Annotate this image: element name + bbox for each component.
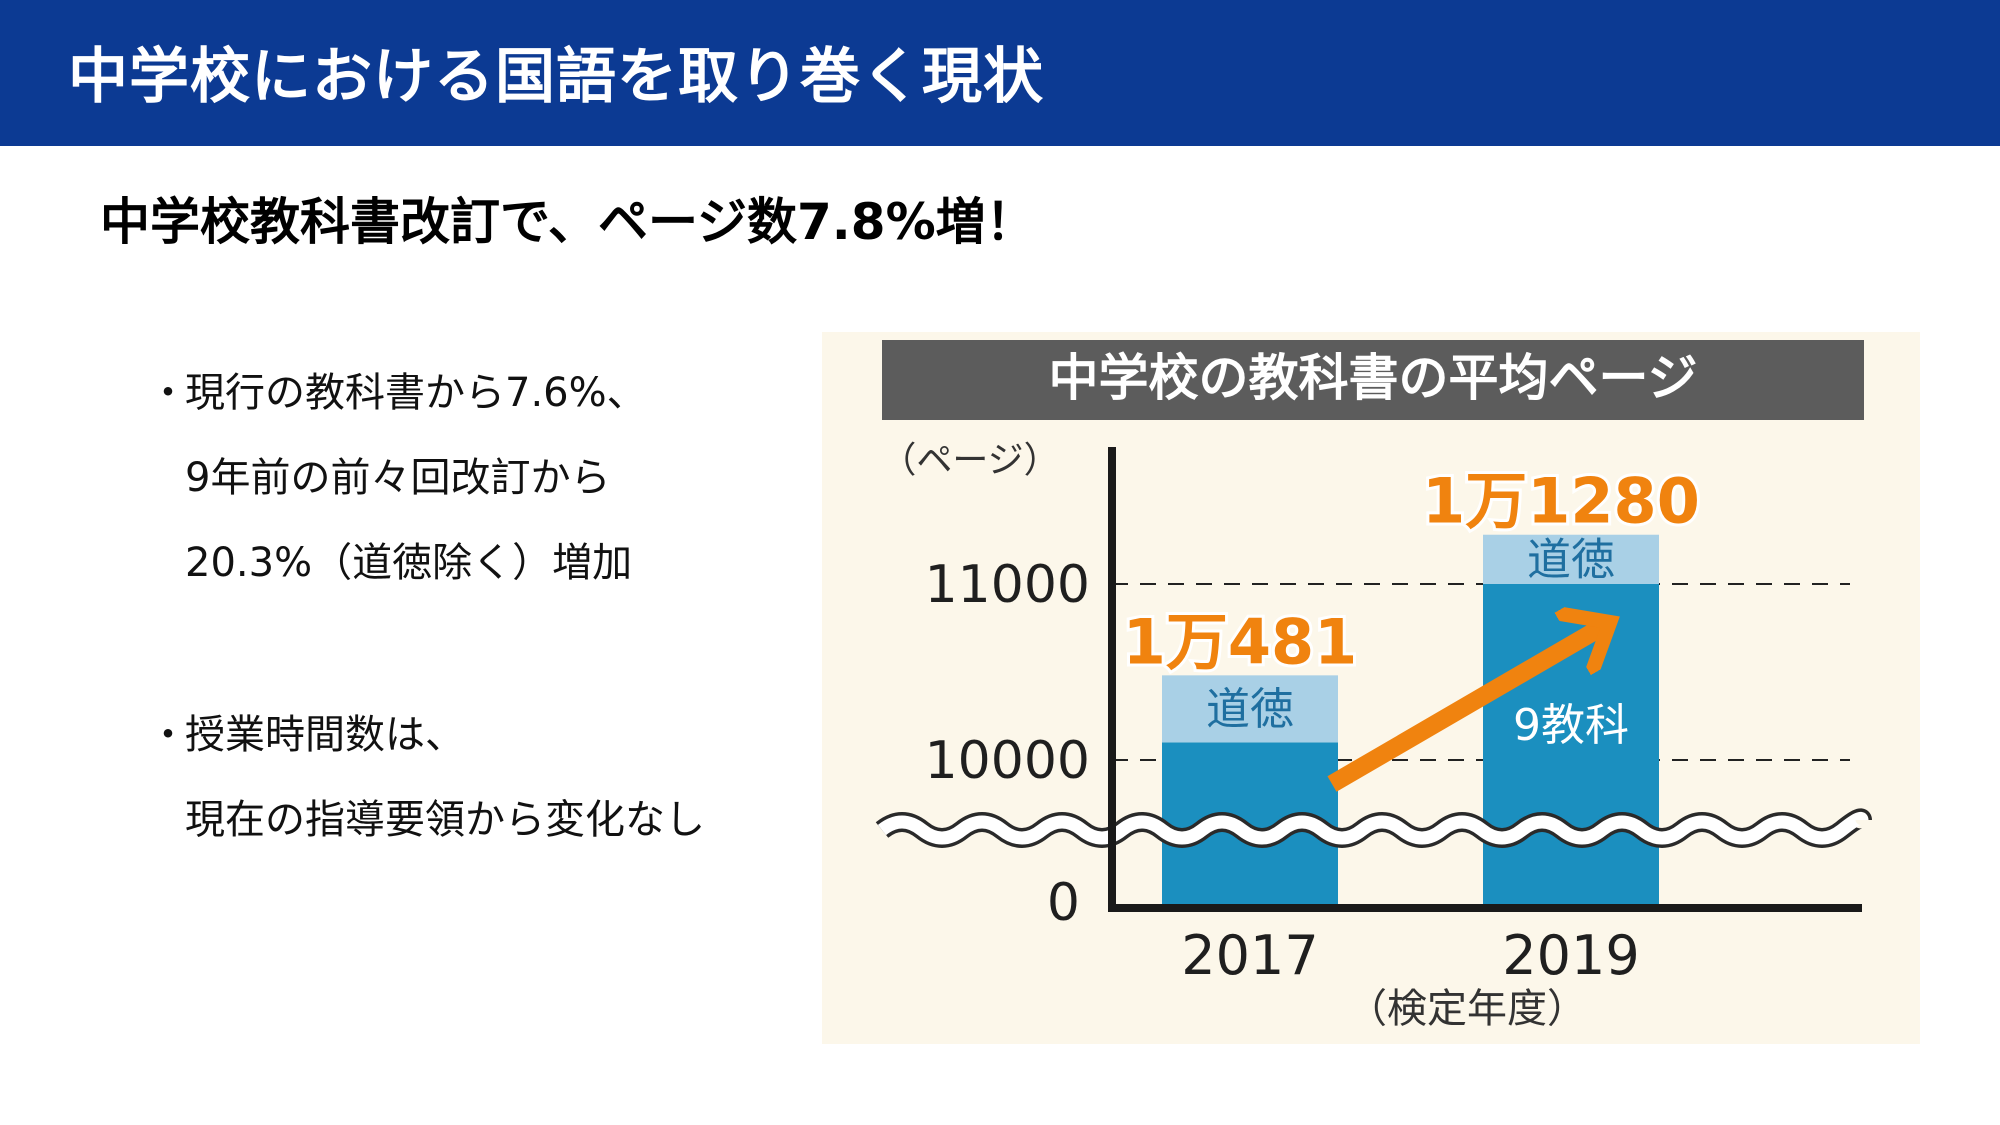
total-label-2017: 1万481: [1123, 605, 1358, 678]
y-tick-label-11000: 11000: [925, 555, 1090, 615]
bar-2017-doutoku: [1162, 675, 1338, 743]
x-tick-label-2019: 2019: [1502, 924, 1639, 987]
page-title: 中学校における国語を取り巻く現状: [68, 42, 1044, 112]
bar-chart: 中学校の教科書の平均ページ （ページ） 11000 10000 0 道徳 道徳 …: [875, 340, 1872, 1032]
x-tick-label-2017: 2017: [1181, 924, 1318, 987]
chart-title: 中学校の教科書の平均ページ: [1049, 349, 1698, 407]
bar-label-9kyoka-2019: 9教科: [1513, 700, 1629, 751]
bar-2019-doutoku: [1483, 534, 1659, 584]
bullet-2-line-2: 現在の指導要領から変化なし: [185, 797, 705, 843]
chart-panel: 中学校の教科書の平均ページ （ページ） 11000 10000 0 道徳 道徳 …: [822, 332, 1920, 1044]
x-axis-label: （検定年度）: [1347, 986, 1587, 1032]
bullet-marker: ・: [148, 370, 188, 416]
bullet-1-line-1: 現行の教科書から7.6%、: [185, 370, 647, 416]
bullet-1-line-2: 9年前の前々回改訂から: [185, 455, 611, 501]
title-bar: 中学校における国語を取り巻く現状: [0, 0, 2000, 146]
y-tick-label-0: 0: [1047, 873, 1080, 933]
total-label-2019: 1万1280: [1422, 465, 1700, 538]
bullet-2-line-1: 授業時間数は、: [185, 712, 465, 758]
bullet-1-line-3: 20.3%（道徳除く）増加: [185, 540, 633, 586]
bar-label-doutoku-2019: 道徳: [1527, 534, 1615, 585]
y-axis-label: （ページ）: [880, 440, 1059, 481]
y-tick-label-10000: 10000: [925, 731, 1090, 791]
subtitle: 中学校教科書改訂で、ページ数7.8%増！: [100, 193, 1036, 251]
bar-label-doutoku-2017: 道徳: [1206, 684, 1294, 735]
bullet-marker: ・: [148, 712, 188, 758]
chart-title-banner: [882, 340, 1864, 420]
increase-arrow: [1327, 624, 1607, 792]
axis-break: [877, 811, 1869, 845]
